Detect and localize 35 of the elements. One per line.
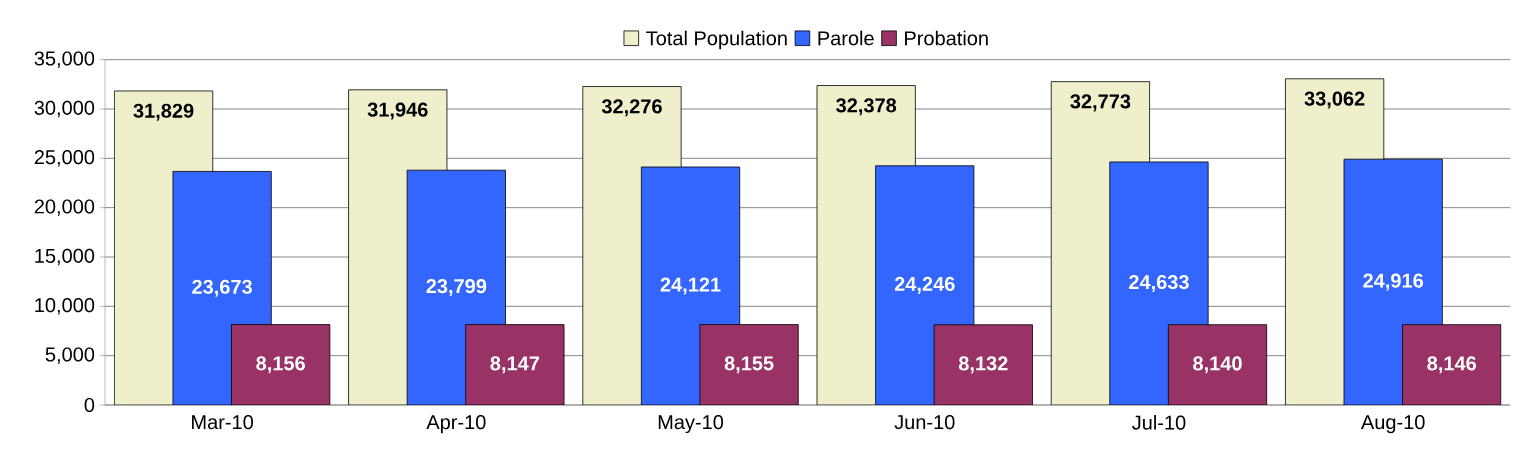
data-label: 8,147 [490,356,540,374]
y-tick-label: 25,000 [34,150,95,167]
y-tick-label: 5,000 [45,347,95,364]
data-label: 8,140 [1193,356,1242,374]
data-label: 32,276 [601,99,662,117]
data-label: 8,155 [724,356,774,374]
data-label: 8,132 [958,356,1008,374]
y-tick-label: 0 [84,397,95,413]
x-tick-label: Mar-10 [192,415,253,430]
data-label: 24,246 [894,276,955,294]
x-tick-label: May-10 [658,415,724,434]
y-tick-label: 15,000 [35,248,95,266]
data-label: 24,633 [1129,274,1189,293]
data-label: 33,062 [1304,91,1365,109]
y-tick-label: 20,000 [34,199,95,216]
x-tick-label: Jul-10 [1132,415,1186,430]
y-tick-label: 10,000 [35,298,95,315]
x-tick-label: Jun-10 [894,415,955,430]
data-label: 31,829 [133,103,194,121]
y-tick-label: 35,000 [34,51,95,68]
data-label: 24,916 [1363,273,1424,291]
x-tick-label: Apr-10 [426,415,486,434]
data-label: 32,378 [836,98,897,116]
y-tick-label: 30,000 [34,100,95,118]
data-label: 24,121 [660,277,721,295]
data-label: 8,146 [1427,356,1477,374]
data-label: 8,156 [256,356,305,374]
legend-label: Parole [818,30,874,46]
data-label: 32,773 [1070,94,1131,112]
data-label: 31,946 [367,102,428,120]
legend-label: Probation [905,30,988,46]
legend-label: Total Population [646,30,787,50]
data-label: 23,799 [426,279,487,297]
x-tick-label: Aug-10 [1360,415,1425,434]
data-label: 23,673 [192,279,252,297]
